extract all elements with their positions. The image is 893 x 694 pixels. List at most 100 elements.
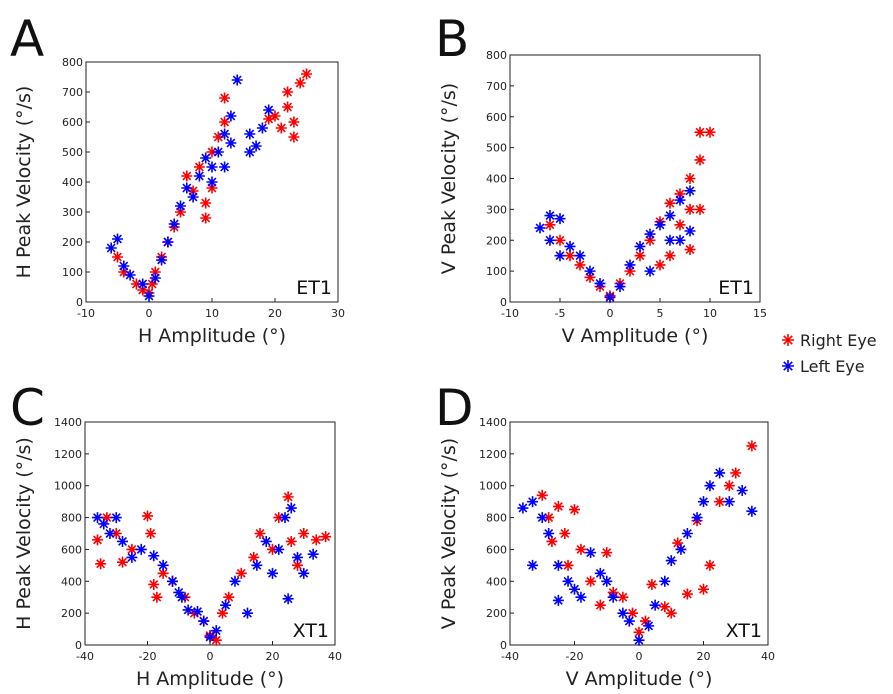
legend-marker [782, 334, 794, 346]
annotation: XT1 [293, 620, 329, 642]
point [654, 259, 666, 271]
point [639, 615, 651, 627]
point [162, 236, 174, 248]
point [200, 197, 212, 209]
point [187, 191, 199, 203]
point [301, 68, 312, 80]
point [137, 278, 149, 290]
y-tick-label: 400 [486, 173, 507, 186]
point [674, 219, 686, 231]
point [219, 92, 231, 104]
point [664, 210, 676, 222]
point [210, 634, 222, 646]
y-tick-label: 1000 [54, 480, 82, 493]
point [101, 512, 113, 524]
point [176, 591, 188, 603]
point [188, 607, 200, 619]
y-tick-label: 500 [486, 142, 507, 155]
point [746, 505, 758, 517]
annotation: ET1 [296, 277, 332, 299]
point [143, 290, 155, 302]
y-tick-label: 400 [61, 575, 82, 588]
panel-label: D [435, 379, 474, 437]
point [536, 489, 548, 501]
point [643, 620, 655, 632]
y-tick-label: 700 [62, 86, 83, 99]
point [684, 173, 696, 184]
point [594, 567, 606, 579]
point [204, 631, 216, 643]
point [292, 559, 303, 571]
point [219, 161, 231, 173]
point [517, 502, 529, 514]
y-tick-label: 600 [486, 111, 507, 124]
point [173, 586, 185, 598]
point [698, 496, 709, 508]
x-tick-label: 10 [205, 307, 219, 320]
point [575, 591, 587, 603]
point [624, 265, 636, 277]
point [229, 575, 241, 587]
point [118, 260, 130, 272]
point [273, 543, 285, 555]
point [704, 480, 716, 492]
point [546, 535, 558, 547]
point [684, 244, 696, 256]
point [704, 126, 716, 138]
point [235, 567, 247, 579]
point [269, 110, 281, 122]
point [146, 278, 158, 290]
point [225, 110, 237, 122]
point [569, 583, 580, 595]
point [544, 219, 556, 231]
point [601, 547, 613, 559]
x-tick-label: 20 [266, 650, 280, 663]
point [92, 534, 103, 546]
point [536, 512, 548, 524]
point [244, 128, 256, 140]
point [746, 440, 758, 452]
x-tick-label: -10 [77, 307, 95, 320]
point [730, 467, 742, 479]
point [644, 228, 656, 240]
point [260, 535, 272, 547]
point [193, 161, 205, 173]
x-tick-label: 20 [697, 650, 711, 663]
y-tick-label: 400 [62, 176, 83, 189]
point [714, 496, 726, 508]
point [175, 206, 186, 218]
point [130, 278, 142, 290]
point [118, 266, 130, 278]
y-tick-label: 600 [61, 543, 82, 556]
point [584, 271, 596, 283]
x-tick-label: 0 [636, 650, 643, 663]
point [105, 242, 117, 254]
point [285, 535, 297, 547]
point [157, 559, 169, 571]
point [544, 234, 556, 246]
y-axis-label: H Peak Velocity (°/s) [13, 437, 35, 630]
point [149, 272, 161, 284]
point [554, 213, 566, 225]
x-tick-label: -10 [501, 307, 519, 320]
point [681, 588, 693, 600]
point [674, 234, 686, 246]
point [607, 591, 619, 603]
point [664, 234, 676, 246]
point [219, 128, 231, 140]
point [148, 578, 160, 590]
point [200, 212, 212, 224]
y-tick-label: 400 [486, 575, 507, 588]
point [294, 77, 306, 89]
point [543, 528, 555, 539]
point [552, 500, 564, 512]
y-tick-label: 600 [486, 543, 507, 556]
point [298, 567, 310, 579]
point [117, 556, 128, 568]
y-tick-label: 200 [486, 607, 507, 620]
point [135, 543, 147, 555]
point [646, 578, 658, 590]
y-tick-label: 700 [486, 80, 507, 93]
x-tick-label: -20 [566, 650, 584, 663]
